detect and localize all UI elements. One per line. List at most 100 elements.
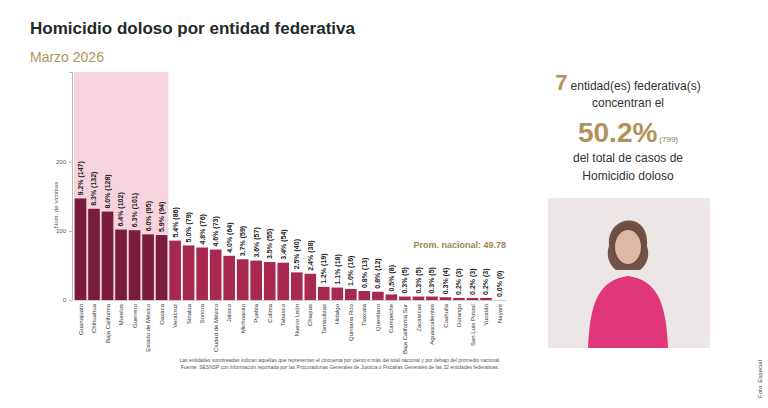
data-label: 4.6% (73)	[212, 216, 220, 246]
x-tick: Oaxaca	[159, 300, 165, 325]
x-tick: Sonora	[199, 300, 205, 323]
x-tick-label: Estado de México	[145, 303, 151, 351]
x-tick-label: Colima	[267, 303, 273, 322]
bar	[413, 297, 425, 300]
y-tick: 0	[63, 297, 72, 303]
x-tick-label: Ciudad de México	[213, 303, 219, 352]
x-tick: Hidalgo	[334, 300, 340, 324]
y-tick-label: 100	[56, 228, 67, 234]
y-axis-title: Núm. de víctimas	[53, 182, 59, 228]
bar	[88, 209, 100, 300]
x-tick-label: Tabasco	[280, 303, 286, 326]
data-label: 0.2% (3)	[482, 268, 490, 294]
bar	[494, 300, 506, 301]
x-tick: Puebla	[253, 300, 259, 323]
data-label: 0.2% (3)	[455, 268, 463, 294]
bar	[75, 198, 87, 300]
x-tick: Tlaxcala	[361, 300, 367, 326]
data-label: 0.3% (5)	[415, 267, 423, 293]
x-tick-label: Puebla	[253, 303, 259, 322]
x-tick-label: Baja California Sur	[402, 304, 408, 354]
note: Las entidades sombreadas indican aquella…	[179, 357, 500, 363]
data-label: 0.5% (8)	[388, 265, 396, 291]
x-tick-label: Veracruz	[172, 304, 178, 328]
bar	[453, 298, 465, 300]
data-label: 4.8% (76)	[199, 214, 207, 244]
bar	[480, 298, 492, 300]
x-tick: Durango	[456, 300, 462, 327]
subtitle: Marzo 2026	[30, 49, 104, 65]
x-tick: Aguascalientes	[429, 300, 435, 345]
x-tick-label: Tamaulipas	[321, 304, 327, 334]
highlight-line: 50.2%(799)	[578, 117, 678, 148]
bar	[223, 256, 235, 300]
x-tick-label: Coahuila	[443, 303, 449, 327]
highlight-line: concentran el	[592, 96, 664, 110]
x-tick-label: Guanajuato	[78, 303, 84, 335]
x-tick-label: Aguascalientes	[429, 304, 435, 345]
bar	[345, 289, 357, 300]
highlight-text: entidad(es) federativa(s)	[571, 79, 701, 93]
bar	[372, 292, 384, 300]
x-tick-label: Yucatán	[483, 304, 489, 326]
photo-credit: Foto: Especial	[757, 360, 763, 398]
bar	[129, 230, 141, 300]
x-tick-label: Jalisco	[226, 303, 232, 322]
x-tick: Tabasco	[280, 300, 286, 326]
x-tick: Guanajuato	[78, 300, 84, 335]
highlight-count: 7	[555, 70, 567, 95]
x-tick-label: Sinaloa	[186, 303, 192, 324]
bar	[467, 298, 479, 300]
data-label: 6.4% (102)	[117, 192, 125, 226]
data-label: 0.8% (12)	[374, 258, 382, 288]
bar	[250, 261, 262, 300]
x-tick: San Luis Potosí	[470, 300, 476, 346]
x-axis: GuanajuatoChihuahuaBaja CaliforniaMorelo…	[75, 300, 507, 354]
bar	[386, 294, 398, 300]
x-tick-label: Sonora	[199, 303, 205, 323]
data-label: 3.5% (55)	[266, 229, 274, 259]
photo	[548, 198, 710, 348]
data-label: 1.2% (19)	[320, 254, 328, 284]
y-tick: 100	[56, 228, 72, 234]
bar	[277, 263, 289, 300]
x-tick: Baja California Sur	[402, 300, 408, 354]
x-tick: Tamaulipas	[321, 300, 327, 334]
x-tick-label: Chiapas	[307, 304, 313, 326]
x-tick-label: San Luis Potosí	[470, 304, 476, 346]
bar	[440, 297, 452, 300]
x-tick: Guerrero	[132, 300, 138, 328]
x-tick: Zacatecas	[416, 300, 422, 332]
title: Homicidio doloso por entidad federativa	[30, 19, 355, 38]
data-label: 0.8% (13)	[361, 258, 369, 288]
x-tick-label: Guerrero	[132, 303, 138, 328]
bar	[183, 245, 195, 300]
x-tick-label: Campeche	[388, 303, 394, 333]
note: Fuente: SESNSP con información reportada…	[181, 364, 499, 370]
data-label: 8.0% (128)	[104, 174, 112, 208]
data-label: 6.0% (95)	[145, 201, 153, 231]
highlight-total: (799)	[659, 135, 678, 144]
x-tick: Nuevo León	[294, 300, 300, 336]
x-tick: Nayarit	[497, 300, 503, 323]
bar	[399, 297, 411, 300]
x-tick-label: Hidalgo	[334, 303, 340, 324]
bar	[291, 272, 303, 300]
x-tick: Chihuahua	[91, 300, 97, 333]
data-label: 5.9% (94)	[158, 202, 166, 232]
data-label: 1.1% (18)	[334, 254, 342, 284]
x-tick: Coahuila	[443, 300, 449, 328]
bar	[331, 288, 343, 300]
x-tick-label: Michoacán	[240, 304, 246, 333]
x-tick: Jalisco	[226, 300, 232, 322]
photo-frame	[548, 198, 710, 348]
data-labels: 9.2% (147)8.3% (132)8.0% (128)6.4% (102)…	[77, 161, 504, 297]
x-tick: Campeche	[388, 300, 394, 333]
x-tick-label: Tlaxcala	[361, 303, 367, 326]
bar	[318, 287, 330, 300]
photo-figure	[588, 276, 668, 348]
highlight-line: del total de casos de	[573, 151, 683, 165]
y-axis-line	[69, 73, 73, 301]
data-label: 4.0% (64)	[226, 222, 234, 252]
x-tick-label: Morelos	[118, 304, 124, 325]
